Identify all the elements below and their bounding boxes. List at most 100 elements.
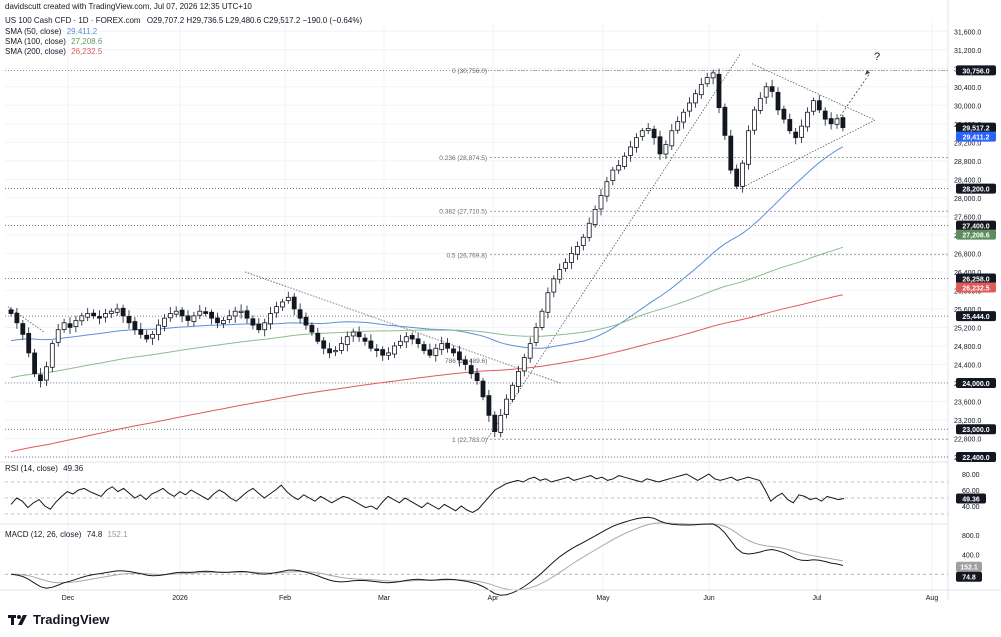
candle-up [85, 313, 91, 318]
candle-down [120, 307, 126, 317]
candle-down [722, 106, 728, 136]
candle-up [681, 111, 686, 123]
fib-label: 0.5 (26,769.8) [447, 252, 487, 259]
macd-badge [956, 571, 982, 582]
sma50-legend[interactable]: SMA (50, close) 29,411.2 [5, 27, 97, 37]
price-badge [956, 452, 996, 462]
price-tick-label: 30,400.0 [954, 85, 981, 92]
candle-up [285, 296, 291, 302]
candle-down [840, 117, 846, 129]
candle-down [327, 348, 333, 354]
candle-up [805, 111, 810, 128]
candle-up [533, 327, 539, 343]
candle-down [451, 348, 456, 354]
price-badge [956, 131, 996, 142]
price-tick-label: 24,800.0 [954, 344, 981, 351]
time-tick-label: Aug [926, 595, 939, 602]
macd-legend[interactable]: MACD (12, 26, close) 74.8 152.1 [5, 530, 128, 540]
rsi-tick-label: 80.00 [962, 472, 980, 479]
fib-label: 0.236 (28,874.5) [439, 155, 487, 162]
candle-up [150, 333, 156, 339]
candle-up [403, 336, 409, 343]
candle-up [386, 352, 392, 356]
candle-up [268, 313, 274, 325]
candle-up [114, 308, 120, 313]
candle-up [504, 398, 510, 415]
candle-up [220, 320, 226, 325]
candle-down [38, 374, 43, 382]
candle-down [309, 324, 315, 333]
price-tick-label: 25,600.0 [954, 307, 981, 314]
candle-up [226, 315, 232, 321]
candle-down [91, 312, 96, 317]
sma100-label: SMA (100, close) [5, 37, 66, 46]
price-badge [956, 65, 996, 76]
fib-label: 1 (22,783.0) [452, 437, 487, 444]
price-badge-label: 29,411.2 [963, 135, 990, 142]
candle-up [575, 246, 580, 255]
price-badge-label: 22,400.0 [962, 455, 989, 462]
candle-down [415, 338, 421, 345]
candle-down [14, 312, 20, 324]
macd-badge-label: 74.8 [962, 575, 976, 582]
sma50-label: SMA (50, close) [5, 27, 62, 36]
price-tick-label: 28,000.0 [954, 196, 981, 203]
candle-up [350, 331, 356, 337]
sma50-value: 29,411.2 [66, 27, 98, 36]
price-badge-label: 24,000.0 [962, 381, 989, 388]
candle-up [687, 102, 692, 112]
candle-down [492, 414, 498, 432]
price-badge [956, 220, 996, 231]
candle-up [156, 324, 161, 335]
candle-down [734, 168, 740, 187]
candle-down [793, 131, 799, 139]
candle-up [675, 121, 681, 131]
candle-up [746, 130, 751, 165]
price-tick-label: 25,200.0 [954, 325, 981, 332]
candle-down [486, 395, 492, 416]
symbol-name[interactable]: US 100 Cash CFD · 1D · FOREX.com [5, 16, 141, 25]
candle-up [521, 357, 527, 372]
price-badge-label: 25,444.0 [962, 314, 989, 321]
candle-up [586, 222, 592, 238]
candle-down [716, 73, 722, 109]
candle-up [622, 155, 627, 167]
candle-up [551, 278, 557, 293]
candle-up [103, 313, 108, 318]
time-tick-label: Feb [279, 595, 291, 602]
candle-down [244, 310, 250, 319]
candle-up [433, 347, 439, 356]
sma200-legend[interactable]: SMA (200, close) 26,232.5 [5, 47, 102, 57]
candle-up [333, 350, 338, 353]
fib-label: 0 (30,756.0) [452, 68, 487, 75]
candle-down [480, 380, 486, 398]
rsi-line [10, 473, 845, 513]
candle-down [828, 118, 834, 125]
candle-down [8, 309, 14, 314]
candle-down [321, 340, 327, 349]
sma100-legend[interactable]: SMA (100, close) 27,208.6 [5, 37, 102, 47]
candle-up [161, 317, 167, 327]
candle-up [698, 84, 704, 96]
candle-up [49, 343, 55, 368]
header-symbol-line: US 100 Cash CFD · 1D · FOREX.com O29,707… [5, 16, 362, 26]
candle-up [604, 181, 610, 197]
candle-down [468, 365, 474, 375]
rsi-legend[interactable]: RSI (14, close) 49.36 [5, 464, 83, 474]
candle-up [55, 329, 61, 343]
tradingview-logo[interactable]: TradingView [8, 612, 109, 627]
candle-up [628, 146, 633, 156]
candle-up [197, 310, 203, 316]
rsi-tick-label: 40.00 [962, 504, 980, 511]
sma200-label: SMA (200, close) [5, 47, 66, 56]
candle-up [510, 384, 515, 400]
price-badge-label: 26,258.0 [962, 276, 989, 283]
candle-up [232, 310, 238, 317]
candle-down [179, 309, 185, 317]
candle-up [752, 109, 757, 131]
price-badge [956, 273, 996, 284]
candle-up [274, 306, 279, 314]
candle-up [279, 301, 285, 308]
horizontal-levels [5, 69, 948, 458]
